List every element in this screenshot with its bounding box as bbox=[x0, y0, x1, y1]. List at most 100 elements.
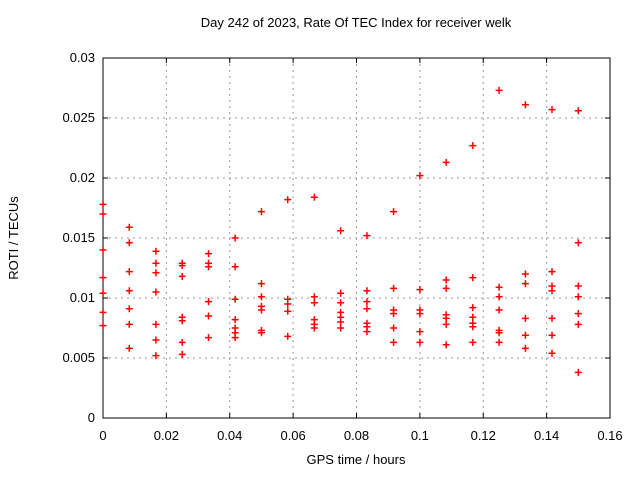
data-point bbox=[521, 101, 529, 109]
data-point bbox=[363, 328, 371, 336]
data-point bbox=[548, 268, 556, 276]
data-point bbox=[574, 368, 582, 376]
grid-lines bbox=[103, 58, 610, 418]
data-point bbox=[231, 316, 239, 324]
data-point bbox=[231, 295, 239, 303]
data-point bbox=[231, 263, 239, 271]
data-point bbox=[363, 298, 371, 306]
data-point bbox=[574, 107, 582, 115]
data-point bbox=[152, 259, 160, 267]
data-point bbox=[284, 300, 292, 308]
y-axis-label: ROTI / TECUs bbox=[6, 196, 21, 280]
data-point bbox=[99, 200, 107, 208]
data-point bbox=[442, 320, 450, 328]
data-point bbox=[125, 320, 133, 328]
axis-ticks bbox=[102, 57, 611, 419]
data-point bbox=[442, 276, 450, 284]
x-tick-label: 0.14 bbox=[534, 428, 559, 443]
data-point bbox=[310, 299, 318, 307]
data-point bbox=[521, 331, 529, 339]
data-point bbox=[205, 263, 213, 271]
data-point bbox=[574, 239, 582, 247]
data-point bbox=[416, 172, 424, 180]
x-axis-label: GPS time / hours bbox=[307, 452, 406, 467]
data-point bbox=[495, 329, 503, 337]
data-point bbox=[416, 286, 424, 294]
data-point bbox=[310, 293, 318, 301]
data-point bbox=[284, 307, 292, 315]
data-point bbox=[548, 314, 556, 322]
y-tick-label: 0.03 bbox=[70, 50, 95, 65]
data-point bbox=[152, 336, 160, 344]
data-point bbox=[574, 282, 582, 290]
y-tick-label: 0.015 bbox=[62, 230, 95, 245]
data-point bbox=[178, 317, 186, 325]
x-tick-label: 0.12 bbox=[471, 428, 496, 443]
data-point bbox=[521, 270, 529, 278]
data-point bbox=[99, 308, 107, 316]
data-point bbox=[416, 338, 424, 346]
data-point bbox=[152, 269, 160, 277]
data-point bbox=[548, 331, 556, 339]
data-point bbox=[574, 320, 582, 328]
data-point bbox=[205, 312, 213, 320]
data-point bbox=[548, 349, 556, 357]
x-tick-label: 0.08 bbox=[344, 428, 369, 443]
data-point bbox=[125, 344, 133, 352]
data-point bbox=[495, 306, 503, 314]
data-point bbox=[390, 310, 398, 318]
x-tick-label: 0.02 bbox=[154, 428, 179, 443]
data-point bbox=[521, 314, 529, 322]
data-point bbox=[231, 334, 239, 342]
data-point bbox=[416, 310, 424, 318]
data-point bbox=[178, 262, 186, 270]
data-point bbox=[390, 324, 398, 332]
data-point bbox=[442, 158, 450, 166]
y-tick-label: 0 bbox=[88, 410, 95, 425]
data-point bbox=[521, 344, 529, 352]
x-tick-label: 0 bbox=[99, 428, 106, 443]
x-tick-label: 0.06 bbox=[280, 428, 305, 443]
data-point bbox=[99, 289, 107, 297]
data-point bbox=[548, 106, 556, 114]
data-point bbox=[574, 293, 582, 301]
data-point bbox=[125, 239, 133, 247]
data-point bbox=[125, 268, 133, 276]
data-point bbox=[416, 328, 424, 336]
data-point bbox=[99, 322, 107, 330]
data-point bbox=[442, 284, 450, 292]
data-point bbox=[257, 329, 265, 337]
data-point bbox=[337, 227, 345, 235]
data-point bbox=[257, 280, 265, 288]
chart-title: Day 242 of 2023, Rate Of TEC Index for r… bbox=[201, 15, 512, 30]
data-point bbox=[442, 314, 450, 322]
data-point bbox=[521, 280, 529, 288]
data-point bbox=[284, 332, 292, 340]
data-point bbox=[178, 338, 186, 346]
data-point bbox=[125, 305, 133, 313]
x-tick-label: 0.04 bbox=[217, 428, 242, 443]
y-tick-label: 0.005 bbox=[62, 350, 95, 365]
data-point bbox=[99, 210, 107, 218]
data-point bbox=[469, 313, 477, 321]
data-point bbox=[363, 287, 371, 295]
data-point bbox=[390, 338, 398, 346]
data-point bbox=[125, 287, 133, 295]
data-point bbox=[495, 338, 503, 346]
data-point bbox=[469, 142, 477, 150]
data-point bbox=[205, 250, 213, 258]
data-point bbox=[337, 289, 345, 297]
data-point bbox=[152, 352, 160, 360]
data-point bbox=[152, 247, 160, 255]
data-point bbox=[442, 341, 450, 349]
data-point bbox=[495, 293, 503, 301]
data-point bbox=[363, 232, 371, 240]
data-point bbox=[257, 293, 265, 301]
data-point bbox=[337, 318, 345, 326]
y-tick-label: 0.02 bbox=[70, 170, 95, 185]
data-point bbox=[257, 306, 265, 314]
data-point bbox=[284, 196, 292, 204]
x-tick-label: 0.16 bbox=[597, 428, 622, 443]
